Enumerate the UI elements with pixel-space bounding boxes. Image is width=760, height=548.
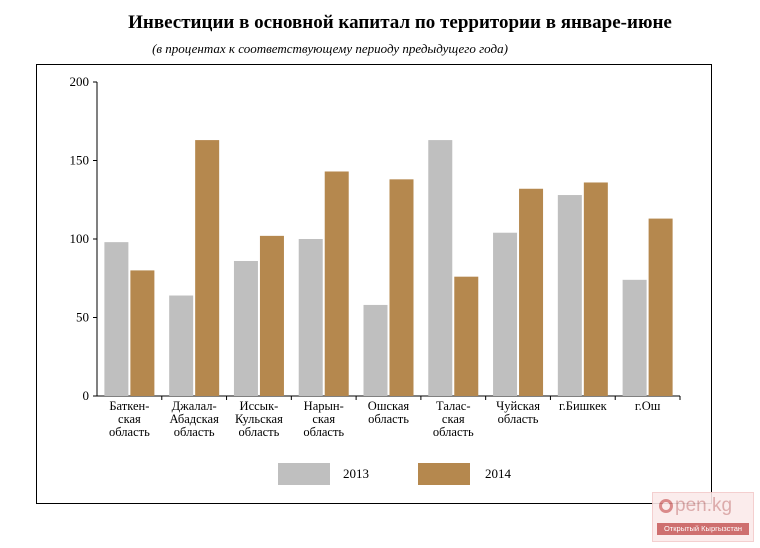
x-category-label-line: область <box>303 425 344 439</box>
bar-2013 <box>104 242 129 396</box>
x-category-label-line: Джалал- <box>172 399 217 413</box>
legend-swatch-2014 <box>418 463 470 485</box>
x-category-label-line: область <box>109 425 150 439</box>
x-category-label: Ошская область <box>368 399 410 426</box>
y-tick-label: 200 <box>70 74 90 89</box>
x-category-label-line: Баткен- <box>109 399 149 413</box>
x-category-label-line: область <box>174 425 215 439</box>
open-kg-watermark: pen.kg Открытый Кыргызстан <box>652 492 754 542</box>
x-category-label-line: г.Ош <box>635 399 661 413</box>
y-tick-label: 100 <box>70 231 90 246</box>
chart-subtitle: (в процентах к соответствующему периоду … <box>152 41 508 56</box>
bar-2013 <box>493 232 518 396</box>
legend-label-2013: 2013 <box>343 466 369 481</box>
bar-2014 <box>519 188 544 396</box>
y-tick-label: 150 <box>70 153 90 168</box>
bar-2014 <box>130 270 155 396</box>
x-category-label: Иссык-Кульская область <box>235 399 283 439</box>
x-category-label-line: область <box>433 425 474 439</box>
x-category-label-line: ская <box>312 412 335 426</box>
chart-title: Инвестиции в основной капитал по террито… <box>128 12 672 33</box>
y-tick-label: 0 <box>83 388 90 403</box>
bar-2013 <box>428 140 453 396</box>
bar-2014 <box>454 276 479 396</box>
x-category-label-line: Нарын- <box>304 399 344 413</box>
y-tick-label: 50 <box>76 310 89 325</box>
watermark-brand: pen.kg <box>675 495 733 516</box>
bar-2013 <box>298 239 323 396</box>
watermark-tagline: Открытый Кыргызстан <box>657 523 749 535</box>
bar-2013 <box>233 260 258 396</box>
bar-2013 <box>622 279 647 396</box>
bar-2013 <box>363 304 388 396</box>
bar-2014 <box>389 179 414 396</box>
x-category-label-line: ская <box>118 412 141 426</box>
bar-2014 <box>324 171 349 396</box>
x-category-label: Талас-ская область <box>433 399 474 439</box>
bar-2014 <box>195 140 220 396</box>
bar-2013 <box>557 195 582 396</box>
x-category-label-line: область <box>498 412 539 426</box>
legend-label-2014: 2014 <box>485 466 512 481</box>
x-category-label-line: Чуйская <box>496 399 540 413</box>
bar-2013 <box>169 295 194 396</box>
x-category-label: г.Ош <box>635 399 661 413</box>
x-category-label: Баткен-ская область <box>109 399 150 439</box>
x-category-label-line: область <box>239 425 280 439</box>
bar-2014 <box>648 218 673 396</box>
chart-frame <box>36 64 712 504</box>
x-category-label: Джалал-Абадская область <box>169 399 219 439</box>
x-category-label: г.Бишкек <box>559 399 608 413</box>
x-category-label-line: Абадская <box>169 412 219 426</box>
bar-2014 <box>583 182 608 396</box>
x-category-label-line: Талас- <box>436 399 470 413</box>
x-category-label: Нарын-ская область <box>303 399 344 439</box>
legend-swatch-2013 <box>278 463 330 485</box>
x-category-label-line: г.Бишкек <box>559 399 608 413</box>
bar-2014 <box>259 235 284 396</box>
x-category-label: Чуйская область <box>496 399 540 426</box>
open-kg-logo-icon <box>659 499 673 513</box>
x-category-label-line: ская <box>442 412 465 426</box>
x-category-label-line: Ошская <box>368 399 410 413</box>
x-category-label-line: Кульская <box>235 412 283 426</box>
x-category-label-line: Иссык- <box>240 399 279 413</box>
x-category-label-line: область <box>368 412 409 426</box>
